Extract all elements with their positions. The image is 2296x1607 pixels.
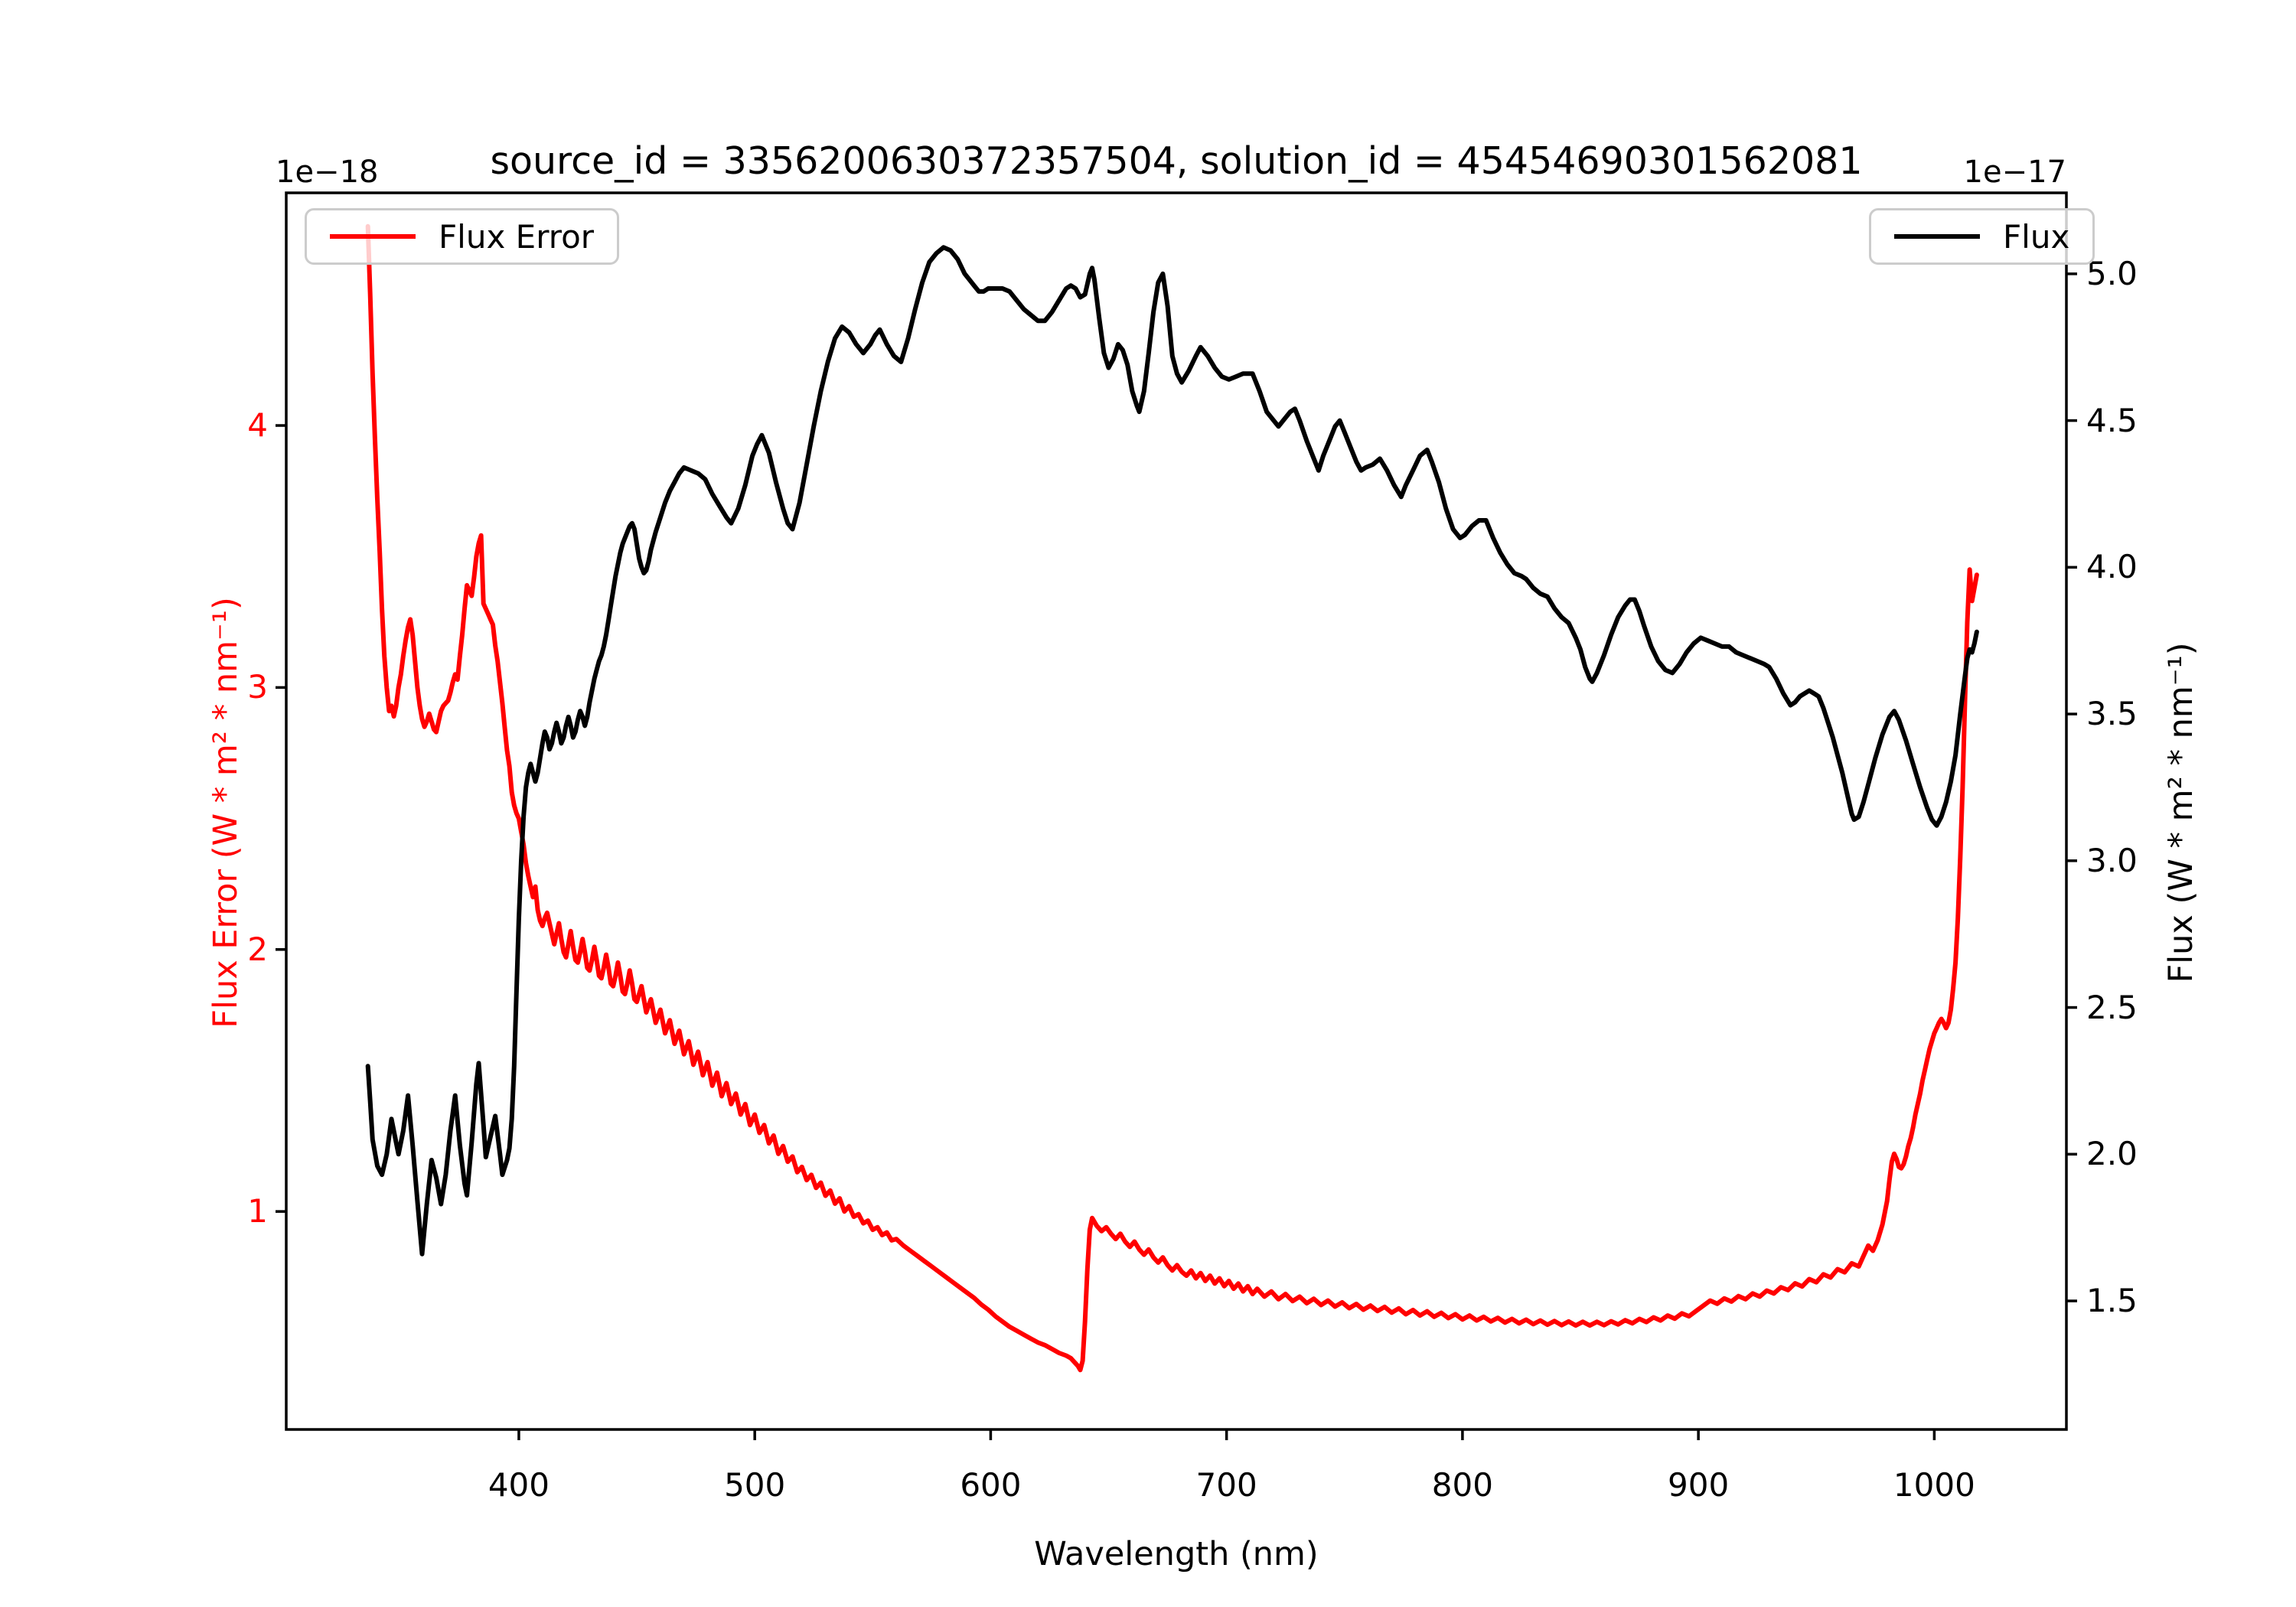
flux-legend-label: Flux: [2003, 217, 2070, 256]
right-y-tick-label: 1.5: [2086, 1282, 2138, 1320]
axes-spines: [285, 191, 2068, 1431]
chart-title: source_id = 3356200630372357504, solutio…: [490, 139, 1863, 183]
legend-flux-error: Flux Error: [305, 208, 620, 265]
x-tick-label: 800: [1431, 1466, 1493, 1504]
right-y-tick-label: 5.0: [2086, 254, 2138, 292]
right-y-tick-label: 3.0: [2086, 841, 2138, 879]
left-y-tick-label: 1: [247, 1192, 268, 1231]
legend-flux: Flux: [1869, 208, 2095, 265]
right-y-tick-label: 4.0: [2086, 548, 2138, 586]
flux-curve: [365, 245, 1979, 1257]
x-tick-label: 700: [1195, 1466, 1257, 1504]
right-y-tick-label: 3.5: [2086, 695, 2138, 733]
left-y-tick-label: 4: [247, 406, 268, 445]
x-tick-label: 1000: [1893, 1466, 1975, 1504]
right-axis-label: Flux (W * m² * nm⁻¹): [2162, 642, 2200, 983]
flux-error-curve: [365, 223, 1979, 1373]
x-tick-label: 400: [488, 1466, 550, 1504]
flux-error-legend-line: [330, 234, 416, 239]
x-axis-label: Wavelength (nm): [1034, 1535, 1319, 1573]
right-y-tick-label: 2.0: [2086, 1135, 2138, 1173]
flux-legend-line: [1894, 234, 1980, 239]
left-y-tick-label: 3: [247, 668, 268, 706]
x-tick-label: 900: [1668, 1466, 1730, 1504]
right-y-tick-label: 2.5: [2086, 988, 2138, 1026]
left-axis-offset: 1e−18: [276, 155, 379, 190]
flux-error-legend-label: Flux Error: [439, 217, 595, 256]
right-axis-offset: 1e−17: [1963, 155, 2066, 190]
x-tick-label: 600: [960, 1466, 1022, 1504]
left-y-tick-label: 2: [247, 930, 268, 968]
right-y-tick-label: 4.5: [2086, 401, 2138, 439]
x-tick-label: 500: [724, 1466, 786, 1504]
